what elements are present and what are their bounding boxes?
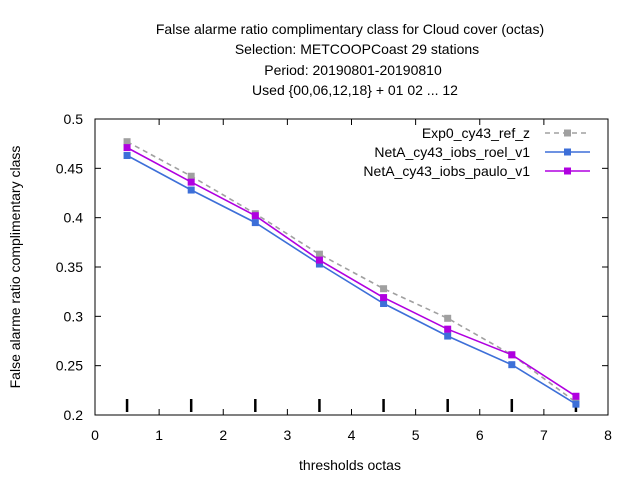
data-point (315, 250, 323, 258)
series-line (126, 154, 577, 405)
data-point (123, 152, 131, 160)
data-point (123, 144, 131, 152)
x-tick-label: 3 (283, 427, 291, 443)
data-point (187, 172, 195, 180)
data-point (315, 260, 323, 268)
x-tick-label: 0 (91, 427, 99, 443)
y-tick-label: 0.25 (56, 358, 83, 374)
series-2 (123, 152, 580, 408)
x-tick-label: 2 (219, 427, 227, 443)
data-point (380, 285, 388, 293)
x-tick-label: 8 (604, 427, 612, 443)
data-point (572, 400, 580, 408)
x-tick-label: 5 (412, 427, 420, 443)
legend-label: NetA_cy43_iobs_roel_v1 (374, 144, 530, 160)
data-point (251, 212, 259, 220)
legend-label: Exp0_cy43_ref_z (422, 125, 530, 141)
x-tick-label: 1 (155, 427, 163, 443)
plot-frame (94, 118, 609, 416)
y-tick-label: 0.35 (56, 259, 83, 275)
axis-ticks: 0 1 2 3 4 5 6 7 8 0.2 0.25 0.3 0.35 0.4 0.45 0.5 (56, 111, 612, 443)
y-tick-label: 0.5 (64, 111, 84, 127)
series-line (126, 146, 577, 397)
y-tick-label: 0.3 (64, 308, 84, 324)
data-point (572, 392, 580, 400)
data-point (444, 314, 452, 322)
data-point (315, 256, 323, 264)
y-tick-label: 0.4 (64, 210, 84, 226)
x-tick-label: 4 (348, 427, 356, 443)
data-point (187, 186, 195, 194)
data-point (508, 351, 516, 359)
data-point (508, 361, 516, 369)
x-tick-label: 6 (476, 427, 484, 443)
legend-marker (564, 167, 571, 175)
legend-label: NetA_cy43_iobs_paulo_v1 (363, 163, 530, 179)
chart-title-line-3: Period: 20190801-20190810 (264, 62, 442, 78)
x-tick-label: 7 (540, 427, 548, 443)
series-layer (123, 138, 580, 408)
legend: Exp0_cy43_ref_z NetA_cy43_iobs_roel_v1 Net… (363, 125, 590, 179)
data-point (380, 300, 388, 308)
chart-title-line-1: False alarme ratio complimentary class f… (156, 21, 544, 37)
data-point (380, 294, 388, 302)
data-point (187, 178, 195, 186)
data-point (444, 325, 452, 333)
series-3 (123, 144, 580, 400)
data-point (444, 332, 452, 340)
data-point (123, 138, 131, 146)
chart-title-line-2: Selection: METCOOPCoast 29 stations (235, 41, 479, 57)
data-point (251, 219, 259, 227)
y-tick-label: 0.45 (56, 160, 83, 176)
y-tick-label: 0.2 (64, 407, 84, 423)
chart-title-line-4: Used {00,06,12,18} + 01 02 ... 12 (252, 82, 458, 98)
y-axis-label: False alarme ratio complimentary class (7, 146, 23, 389)
x-axis-label: thresholds octas (299, 457, 401, 473)
series-line (126, 140, 577, 403)
chart-title: False alarme ratio complimentary class f… (156, 21, 544, 98)
legend-marker (564, 148, 571, 156)
legend-marker (564, 129, 571, 137)
